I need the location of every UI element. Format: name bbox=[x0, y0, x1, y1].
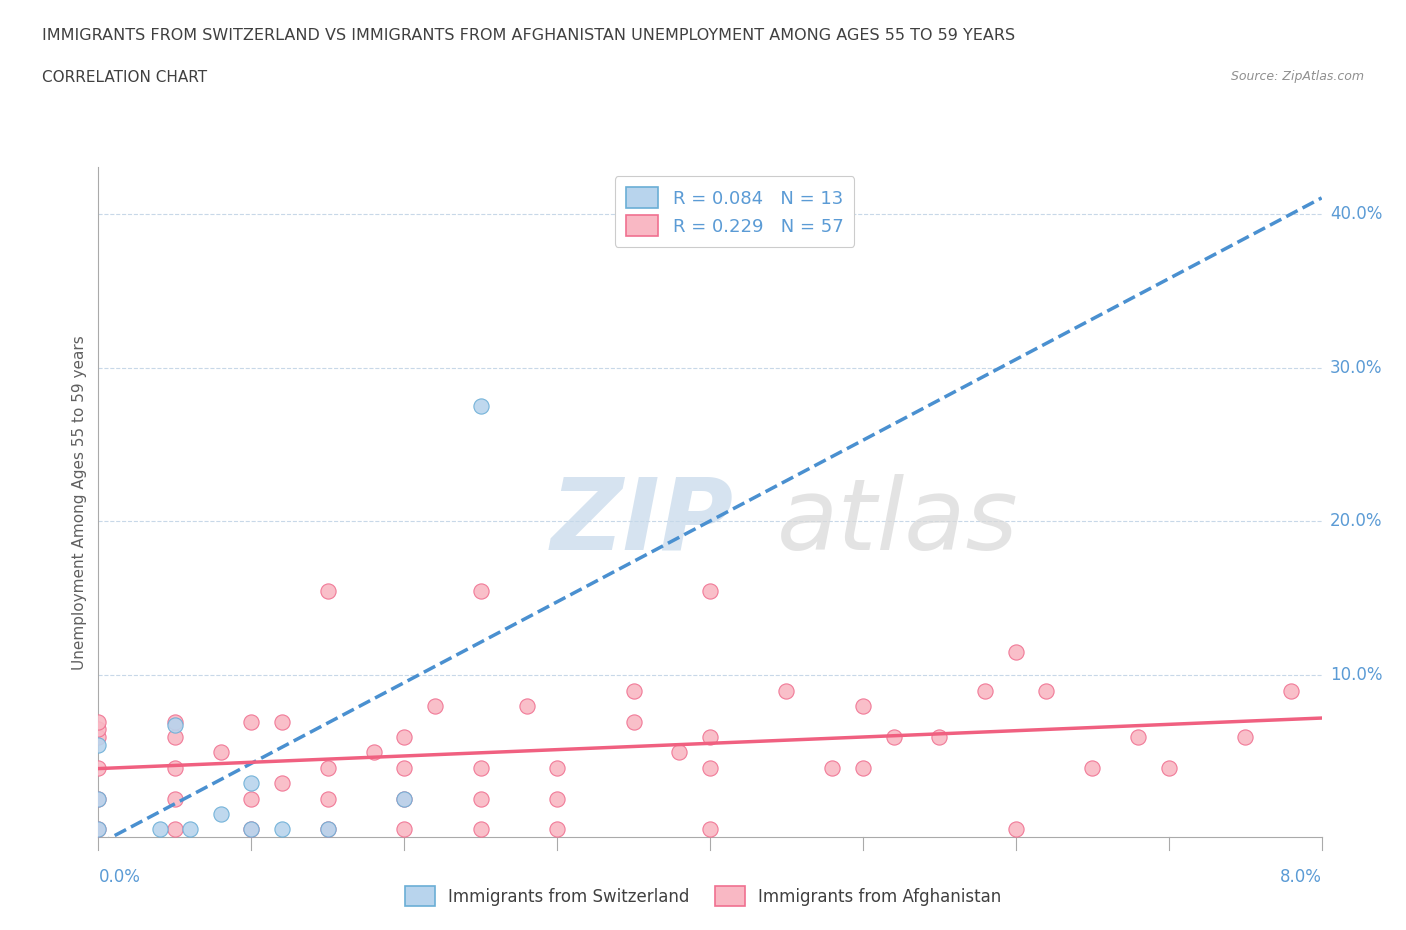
Point bbox=[87, 822, 110, 837]
Text: 8.0%: 8.0% bbox=[1279, 868, 1322, 885]
Point bbox=[974, 684, 997, 698]
Point bbox=[516, 698, 538, 713]
Point bbox=[1035, 684, 1057, 698]
Text: atlas: atlas bbox=[778, 473, 1019, 571]
Point bbox=[163, 729, 186, 744]
Point bbox=[270, 776, 294, 790]
Point bbox=[1081, 761, 1104, 776]
Point bbox=[149, 822, 172, 837]
Point bbox=[240, 714, 263, 729]
Point bbox=[1128, 729, 1150, 744]
Point bbox=[316, 822, 339, 837]
Point bbox=[316, 822, 339, 837]
Point bbox=[163, 822, 186, 837]
Point bbox=[775, 684, 797, 698]
Point bbox=[546, 791, 568, 806]
Point bbox=[546, 822, 568, 837]
Text: Source: ZipAtlas.com: Source: ZipAtlas.com bbox=[1230, 70, 1364, 83]
Point bbox=[87, 791, 110, 806]
Text: IMMIGRANTS FROM SWITZERLAND VS IMMIGRANTS FROM AFGHANISTAN UNEMPLOYMENT AMONG AG: IMMIGRANTS FROM SWITZERLAND VS IMMIGRANT… bbox=[42, 28, 1015, 43]
Point bbox=[163, 717, 186, 732]
Point bbox=[699, 729, 721, 744]
Text: ZIP: ZIP bbox=[551, 473, 734, 571]
Legend: R = 0.084   N = 13, R = 0.229   N = 57: R = 0.084 N = 13, R = 0.229 N = 57 bbox=[614, 177, 855, 247]
Point bbox=[1004, 644, 1026, 659]
Point bbox=[668, 745, 690, 760]
Text: 0.0%: 0.0% bbox=[98, 868, 141, 885]
Text: CORRELATION CHART: CORRELATION CHART bbox=[42, 70, 207, 85]
Point bbox=[883, 729, 905, 744]
Point bbox=[87, 722, 110, 737]
Point bbox=[470, 791, 492, 806]
Point bbox=[163, 761, 186, 776]
Point bbox=[163, 791, 186, 806]
Point bbox=[316, 761, 339, 776]
Point bbox=[240, 776, 263, 790]
Point bbox=[623, 684, 645, 698]
Point bbox=[821, 761, 844, 776]
Point bbox=[392, 822, 416, 837]
Point bbox=[470, 399, 492, 414]
Legend: Immigrants from Switzerland, Immigrants from Afghanistan: Immigrants from Switzerland, Immigrants … bbox=[398, 880, 1008, 912]
Point bbox=[209, 806, 232, 821]
Point bbox=[240, 822, 263, 837]
Point bbox=[87, 729, 110, 744]
Point bbox=[928, 729, 950, 744]
Point bbox=[470, 583, 492, 598]
Y-axis label: Unemployment Among Ages 55 to 59 years: Unemployment Among Ages 55 to 59 years bbox=[72, 335, 87, 670]
Point bbox=[240, 791, 263, 806]
Point bbox=[87, 791, 110, 806]
Point bbox=[852, 698, 875, 713]
Point bbox=[699, 761, 721, 776]
Point bbox=[1004, 822, 1026, 837]
Point bbox=[392, 791, 416, 806]
Point bbox=[87, 714, 110, 729]
Point bbox=[1157, 761, 1180, 776]
Point bbox=[240, 822, 263, 837]
Point bbox=[423, 698, 446, 713]
Point bbox=[270, 822, 294, 837]
Point bbox=[87, 822, 110, 837]
Point bbox=[87, 761, 110, 776]
Point bbox=[316, 583, 339, 598]
Point bbox=[470, 761, 492, 776]
Point bbox=[470, 822, 492, 837]
Point bbox=[699, 822, 721, 837]
Point bbox=[163, 714, 186, 729]
Point bbox=[1234, 729, 1257, 744]
Text: 30.0%: 30.0% bbox=[1330, 358, 1382, 377]
Point bbox=[392, 729, 416, 744]
Text: 20.0%: 20.0% bbox=[1330, 512, 1382, 530]
Point bbox=[209, 745, 232, 760]
Point bbox=[392, 761, 416, 776]
Point bbox=[270, 714, 294, 729]
Point bbox=[699, 583, 721, 598]
Point bbox=[852, 761, 875, 776]
Point bbox=[392, 791, 416, 806]
Text: 10.0%: 10.0% bbox=[1330, 667, 1382, 684]
Point bbox=[179, 822, 201, 837]
Point bbox=[546, 761, 568, 776]
Point bbox=[1279, 684, 1302, 698]
Point bbox=[87, 737, 110, 752]
Point bbox=[316, 791, 339, 806]
Point bbox=[363, 745, 385, 760]
Point bbox=[623, 714, 645, 729]
Text: 40.0%: 40.0% bbox=[1330, 205, 1382, 222]
